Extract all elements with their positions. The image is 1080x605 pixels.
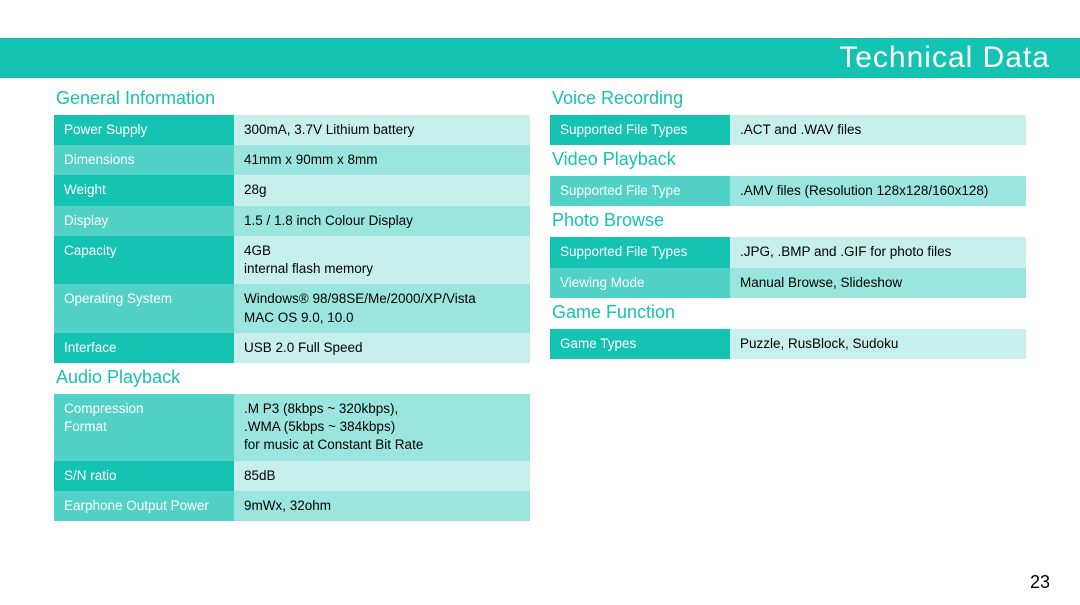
page-number: 23 [1030,572,1050,593]
table-row: Game TypesPuzzle, RusBlock, Sudoku [550,329,1026,359]
spec-label: Operating System [54,284,234,332]
content-area: General InformationPower Supply300mA, 3.… [54,84,1026,521]
table-row: Weight28g [54,175,530,205]
spec-value: 9mWx, 32ohm [234,491,530,521]
table-row: Viewing ModeManual Browse, Slideshow [550,268,1026,298]
spec-value: USB 2.0 Full Speed [234,333,530,363]
table-row: Display1.5 / 1.8 inch Colour Display [54,206,530,236]
spec-label: Capacity [54,236,234,284]
spec-value: 41mm x 90mm x 8mm [234,145,530,175]
spec-label: Interface [54,333,234,363]
spec-value: 4GBinternal flash memory [234,236,530,284]
spec-value: Puzzle, RusBlock, Sudoku [730,329,1026,359]
spec-label: CompressionFormat [54,394,234,461]
spec-value: 85dB [234,461,530,491]
table-row: CompressionFormat.M P3 (8kbps ~ 320kbps)… [54,394,530,461]
section-heading: Video Playback [550,145,1026,176]
spec-value: 28g [234,175,530,205]
spec-label: Dimensions [54,145,234,175]
spec-label: Supported File Types [550,237,730,267]
right-column: Voice RecordingSupported File Types.ACT … [550,84,1026,521]
table-row: Power Supply300mA, 3.7V Lithium battery [54,115,530,145]
section-heading: Photo Browse [550,206,1026,237]
spec-table: CompressionFormat.M P3 (8kbps ~ 320kbps)… [54,394,530,521]
spec-value: Windows® 98/98SE/Me/2000/XP/VistaMAC OS … [234,284,530,332]
spec-table: Supported File Types.ACT and .WAV files [550,115,1026,145]
table-row: Dimensions41mm x 90mm x 8mm [54,145,530,175]
page-title: Technical Data [839,41,1050,75]
left-column: General InformationPower Supply300mA, 3.… [54,84,530,521]
spec-table: Power Supply300mA, 3.7V Lithium batteryD… [54,115,530,363]
spec-label: Game Types [550,329,730,359]
spec-value: .M P3 (8kbps ~ 320kbps),.WMA (5kbps ~ 38… [234,394,530,461]
spec-label: Viewing Mode [550,268,730,298]
table-row: Supported File Type.AMV files (Resolutio… [550,176,1026,206]
title-bar: Technical Data [0,38,1080,78]
section-heading: General Information [54,84,530,115]
table-row: Capacity4GBinternal flash memory [54,236,530,284]
table-row: Earphone Output Power9mWx, 32ohm [54,491,530,521]
spec-table: Game TypesPuzzle, RusBlock, Sudoku [550,329,1026,359]
spec-value: 1.5 / 1.8 inch Colour Display [234,206,530,236]
spec-table: Supported File Types.JPG, .BMP and .GIF … [550,237,1026,297]
table-row: Supported File Types.ACT and .WAV files [550,115,1026,145]
table-row: InterfaceUSB 2.0 Full Speed [54,333,530,363]
spec-label: Weight [54,175,234,205]
spec-table: Supported File Type.AMV files (Resolutio… [550,176,1026,206]
spec-value: .JPG, .BMP and .GIF for photo files [730,237,1026,267]
spec-label: S/N ratio [54,461,234,491]
spec-label: Display [54,206,234,236]
spec-label: Supported File Types [550,115,730,145]
spec-value: Manual Browse, Slideshow [730,268,1026,298]
section-heading: Voice Recording [550,84,1026,115]
table-row: S/N ratio85dB [54,461,530,491]
spec-label: Earphone Output Power [54,491,234,521]
spec-label: Power Supply [54,115,234,145]
table-row: Supported File Types.JPG, .BMP and .GIF … [550,237,1026,267]
spec-value: .ACT and .WAV files [730,115,1026,145]
table-row: Operating SystemWindows® 98/98SE/Me/2000… [54,284,530,332]
spec-value: .AMV files (Resolution 128x128/160x128) [730,176,1026,206]
spec-value: 300mA, 3.7V Lithium battery [234,115,530,145]
section-heading: Game Function [550,298,1026,329]
section-heading: Audio Playback [54,363,530,394]
spec-label: Supported File Type [550,176,730,206]
